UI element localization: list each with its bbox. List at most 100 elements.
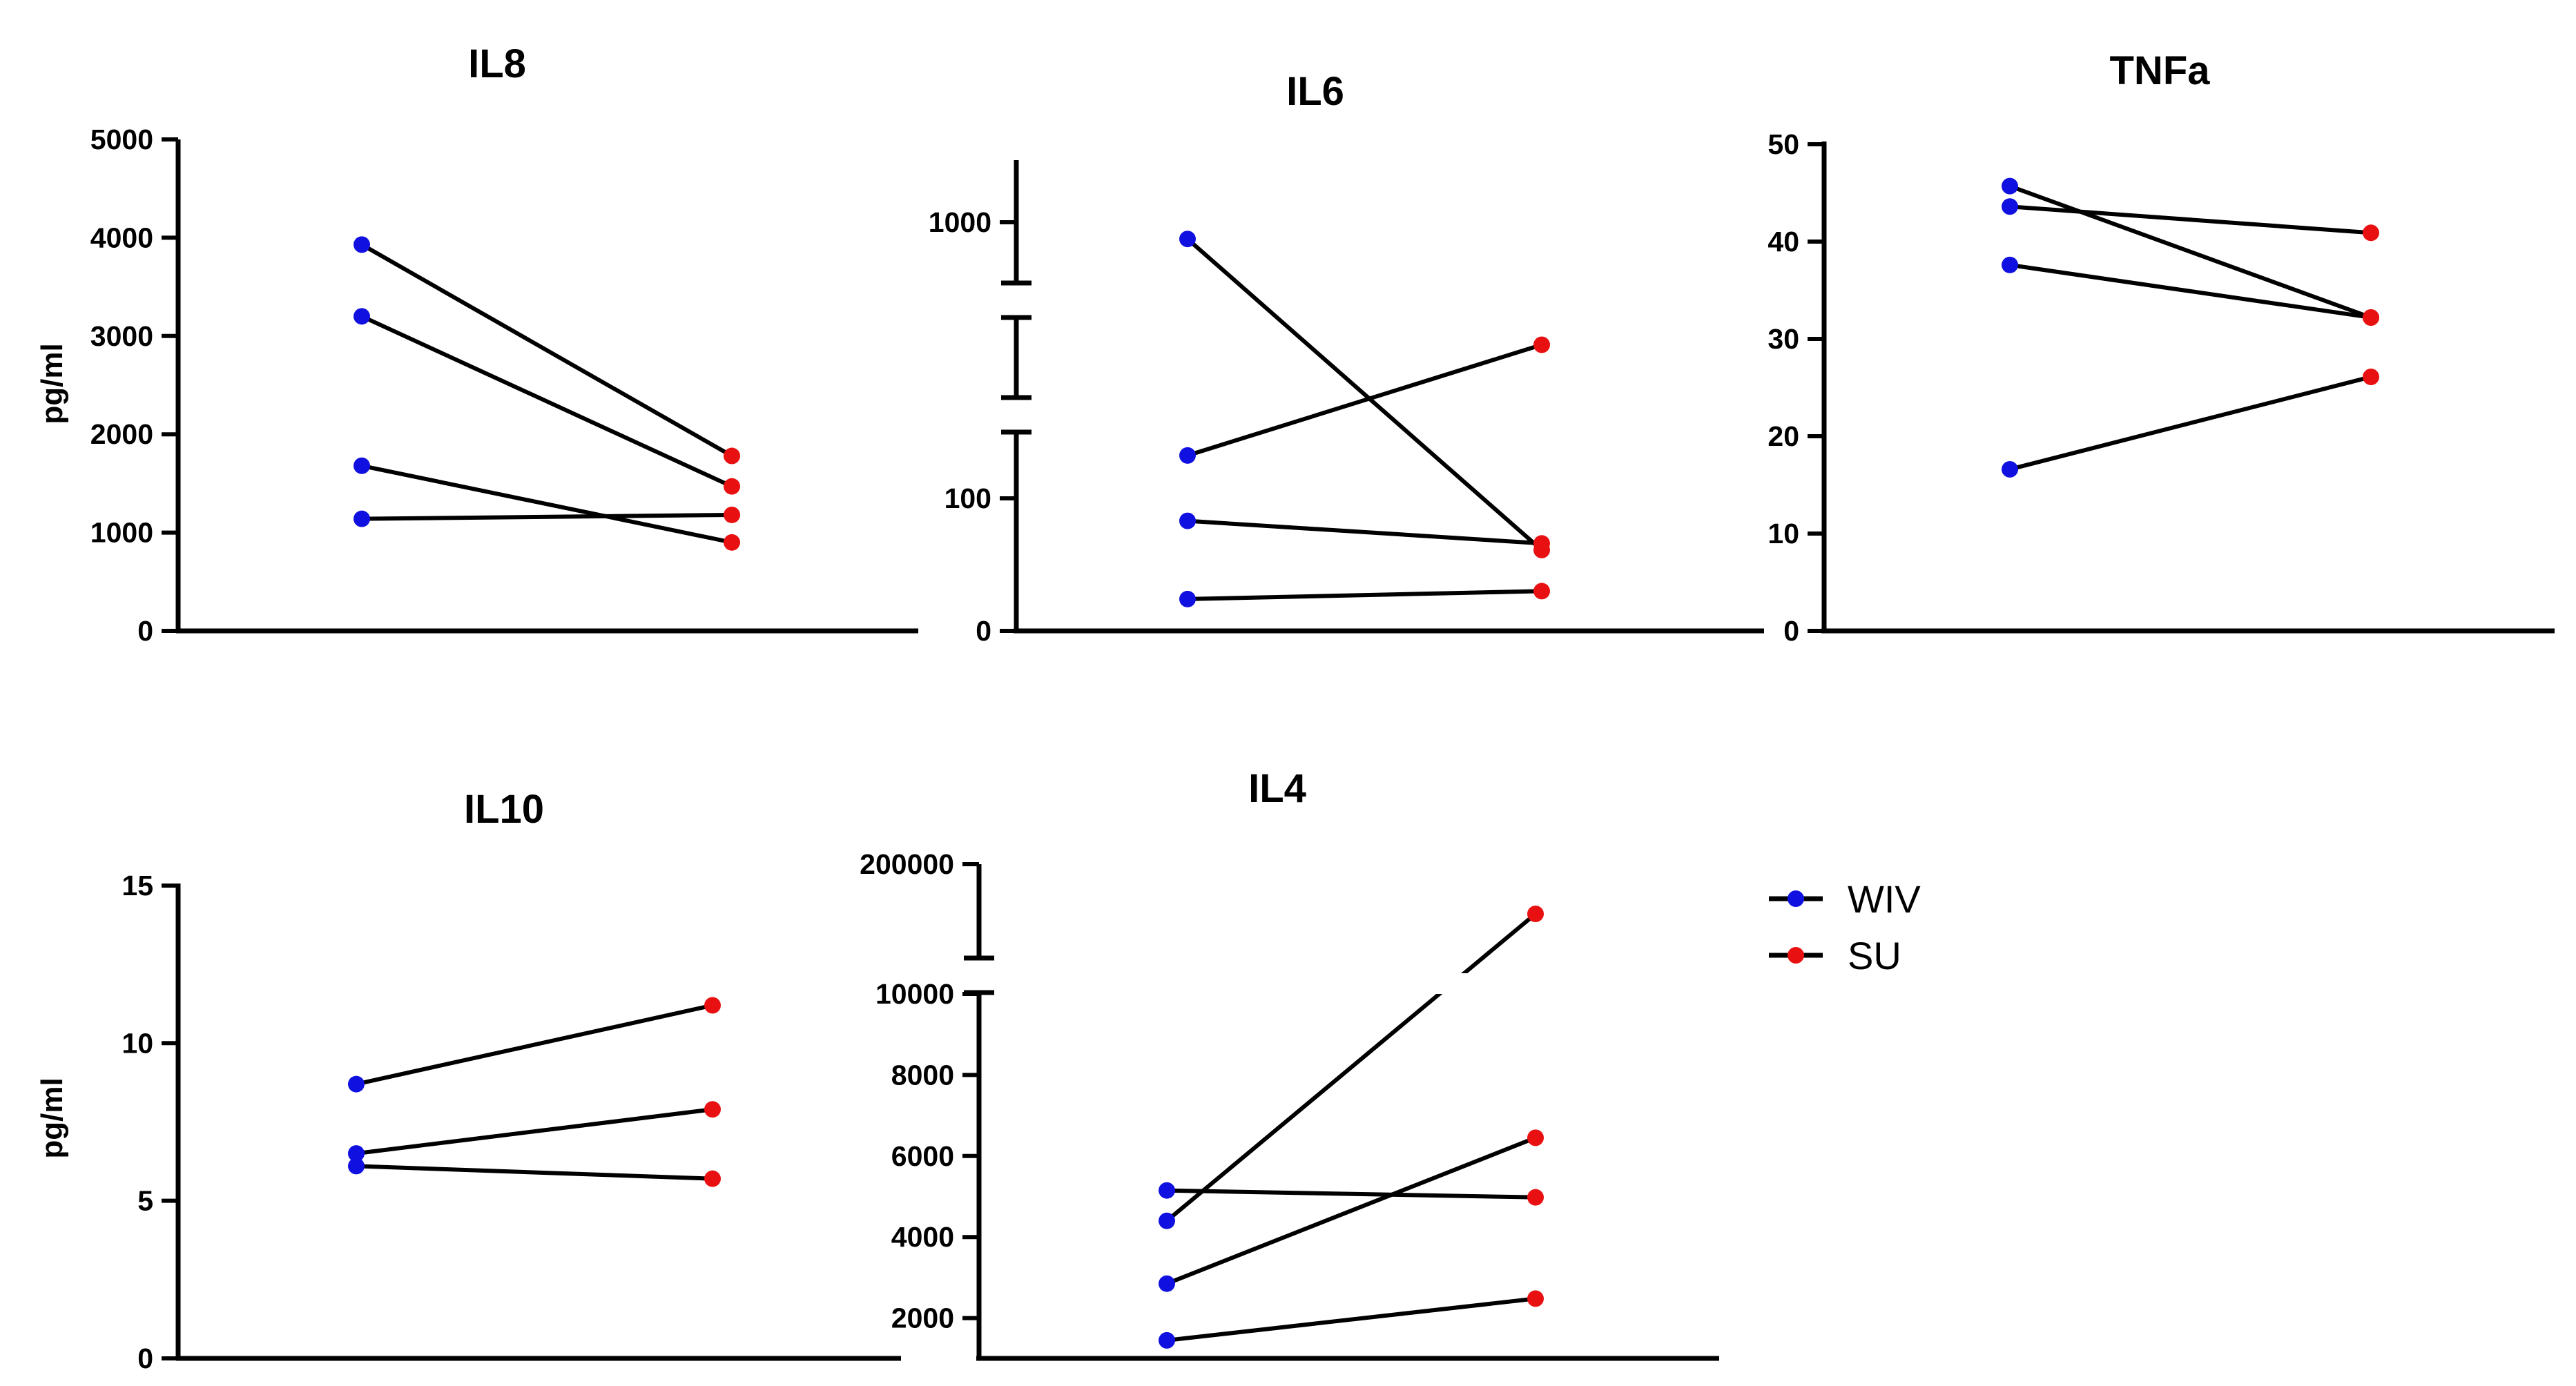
chart-title-il10: IL10 — [464, 787, 544, 832]
chart-tnfa: TNFa 0 10 20 30 40 50 — [1768, 48, 2555, 647]
data-point-wiv — [348, 1075, 365, 1093]
data-point-wiv — [1179, 447, 1196, 464]
legend-marker-su — [1788, 947, 1804, 964]
data-point-su — [704, 1101, 721, 1118]
legend: WIV SU — [1769, 877, 1921, 977]
chart-title-il4: IL4 — [1248, 766, 1306, 811]
y-tick-label: 10 — [122, 1027, 153, 1059]
legend-marker-wiv — [1788, 890, 1804, 907]
legend-label-wiv: WIV — [1848, 877, 1921, 921]
axis-break-gap — [1298, 219, 1398, 324]
data-point-wiv — [354, 457, 370, 474]
data-point-wiv — [2002, 460, 2018, 478]
data-point-su — [1527, 1290, 1544, 1307]
y-tick-label: 200000 — [860, 848, 954, 880]
y-tick-label: 30 — [1768, 323, 1799, 355]
connector-line — [2008, 184, 2372, 320]
y-tick-label: 5000 — [90, 124, 153, 155]
data-point-su — [704, 997, 721, 1014]
y-tick-label: 0 — [1783, 615, 1799, 647]
data-point-wiv — [348, 1158, 365, 1175]
data-point-su — [2363, 224, 2379, 242]
data-point-su — [1527, 1189, 1544, 1206]
chart-title-tnfa: TNFa — [2110, 48, 2211, 93]
connector-line — [1166, 1188, 1536, 1200]
chart-il4: IL4 2000 4000 6000 8000 10000 200000 — [860, 766, 1719, 1361]
data-point-su — [1533, 535, 1550, 552]
y-tick-label: 3000 — [90, 320, 153, 352]
y-tick-label: 0 — [137, 615, 153, 647]
chart-il8: IL8 pg/ml 0 1000 2000 3000 4000 5000 — [35, 41, 918, 647]
y-tick-label: 10 — [1768, 518, 1799, 549]
axis-break-gap — [1433, 973, 1491, 994]
y-tick-label: 0 — [976, 615, 991, 647]
connector-line — [356, 1164, 713, 1181]
data-point-wiv — [1159, 1182, 1175, 1199]
data-point-su — [704, 1170, 721, 1187]
connector-line — [2009, 262, 2372, 320]
connector-line — [360, 242, 733, 458]
data-point-wiv — [1179, 590, 1196, 607]
data-point-su — [2363, 309, 2379, 326]
connector-line — [361, 463, 733, 545]
connector-line — [1186, 237, 1543, 552]
data-point-wiv — [1179, 512, 1196, 529]
data-point-wiv — [1159, 1275, 1175, 1292]
data-point-wiv — [354, 308, 370, 325]
data-point-wiv — [2002, 198, 2018, 215]
data-point-su — [724, 478, 740, 495]
y-tick-label: 100 — [945, 482, 991, 514]
legend-label-su: SU — [1848, 934, 1901, 977]
data-point-su — [724, 506, 740, 523]
data-point-wiv — [354, 510, 370, 527]
y-tick-label: 10000 — [875, 978, 954, 1010]
y-tick-label: 8000 — [891, 1059, 954, 1091]
y-tick-label: 6000 — [891, 1140, 954, 1172]
data-point-su — [1527, 1129, 1544, 1146]
y-axis-label-il8: pg/ml — [35, 343, 69, 424]
connector-line — [1187, 342, 1542, 458]
connector-line — [1165, 1135, 1537, 1286]
y-tick-label: 4000 — [891, 1221, 954, 1253]
y-tick-label: 50 — [1768, 128, 1799, 160]
data-point-su — [724, 534, 740, 551]
y-tick-label: 1000 — [90, 517, 153, 549]
connector-line — [1166, 1296, 1536, 1343]
connector-line — [1187, 589, 1542, 601]
y-tick-label: 20 — [1768, 420, 1799, 452]
connector-line — [1187, 518, 1542, 546]
y-tick-label: 0 — [137, 1343, 153, 1374]
data-point-su — [2363, 368, 2379, 385]
connector-line — [360, 314, 733, 489]
y-tick-label: 4000 — [90, 222, 153, 253]
connector-line — [2009, 204, 2372, 235]
data-point-wiv — [2002, 177, 2018, 195]
y-tick-label: 2000 — [891, 1302, 954, 1334]
y-tick-label: 2000 — [90, 418, 153, 450]
y-tick-label: 15 — [122, 870, 153, 901]
chart-il6: IL6 0 100 1000 — [929, 69, 1764, 647]
legend-item-su: SU — [1769, 934, 1901, 977]
connector-line — [356, 1003, 713, 1086]
y-tick-label: 1000 — [929, 206, 991, 238]
data-point-su — [1533, 583, 1550, 600]
legend-item-wiv: WIV — [1769, 877, 1921, 921]
data-point-wiv — [1159, 1331, 1175, 1349]
chart-title-il6: IL6 — [1286, 69, 1344, 114]
chart-title-il8: IL8 — [468, 41, 526, 86]
connector-line — [1165, 912, 1537, 1223]
data-point-wiv — [348, 1145, 365, 1162]
y-axis-label-il10: pg/ml — [35, 1077, 69, 1158]
connector-line — [361, 512, 733, 521]
data-point-su — [1533, 336, 1550, 353]
data-point-wiv — [1179, 231, 1196, 248]
data-point-wiv — [2002, 256, 2018, 273]
chart-il10: IL10 pg/ml 0 5 10 15 — [35, 787, 901, 1374]
data-point-su — [1527, 906, 1544, 922]
connector-line — [356, 1107, 713, 1156]
data-point-wiv — [354, 236, 370, 253]
connector-line — [2009, 375, 2372, 471]
data-point-wiv — [1159, 1212, 1175, 1229]
data-point-su — [724, 447, 740, 465]
